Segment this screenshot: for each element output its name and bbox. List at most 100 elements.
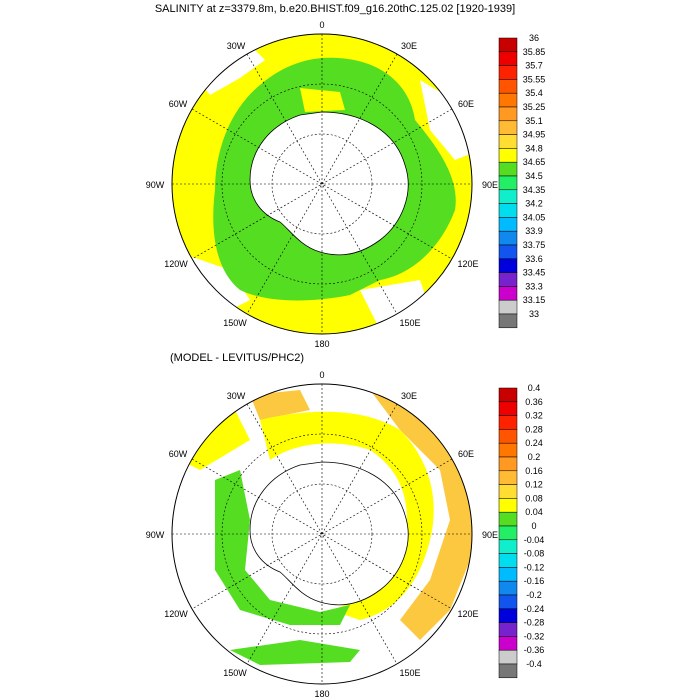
colorbar-label: 34.65 [523, 157, 546, 167]
colorbar-label: 0.04 [525, 507, 543, 517]
colorbar-swatch [498, 217, 518, 232]
colorbar-swatch [498, 230, 518, 246]
colorbar-label: -0.08 [524, 549, 545, 559]
colorbar-swatch [498, 470, 518, 485]
colorbar-swatch [498, 92, 518, 108]
bottom-lon-90e: 90E [482, 530, 498, 540]
colorbar-label: -0.32 [524, 631, 545, 641]
colorbar-label: -0.2 [526, 590, 542, 600]
colorbar-swatch [498, 244, 518, 260]
bottom-lon-0: 0 [319, 370, 324, 380]
colorbar-label: -0.12 [524, 562, 545, 572]
colorbar-swatch [498, 580, 518, 596]
top-lon-60w: 60W [169, 99, 188, 109]
colorbar-label: 0.4 [528, 383, 541, 393]
colorbar-swatch [498, 415, 518, 430]
top-lon-90e: 90E [482, 180, 498, 190]
colorbar-swatch [498, 387, 518, 403]
colorbar-label: -0.4 [526, 659, 542, 669]
colorbar-swatch [498, 148, 518, 163]
colorbar-swatch [498, 106, 518, 122]
bottom-panel: (MODEL - LEVITUS/PHC2) 0 [146, 352, 545, 699]
colorbar-swatch [498, 134, 518, 149]
colorbar-label: -0.36 [524, 645, 545, 655]
colorbar-label: 0.12 [525, 480, 543, 490]
top-lon-120w: 120W [164, 259, 188, 269]
colorbar-label: 33.75 [523, 240, 546, 250]
colorbar-label: 33.45 [523, 268, 546, 278]
colorbar-label: 33.3 [525, 281, 543, 291]
colorbar-label: 33.9 [525, 226, 543, 236]
colorbar-label: 0.16 [525, 466, 543, 476]
colorbar-label: 0.2 [528, 452, 541, 462]
bottom-meridians [172, 384, 472, 684]
colorbar-label: 35.7 [525, 61, 543, 71]
top-panel: SALINITY at z=3379.8m, b.e20.BHIST.f09_g… [146, 3, 546, 349]
colorbar-label: 0.28 [525, 424, 543, 434]
top-lon-30w: 30W [227, 41, 246, 51]
colorbar-swatch [498, 299, 518, 315]
colorbar-swatch [498, 272, 518, 287]
colorbar-label: 33.15 [523, 295, 546, 305]
colorbar-swatch [498, 429, 518, 444]
bottom-green-region [215, 470, 350, 625]
bottom-antarctica [249, 461, 409, 606]
top-lon-150e: 150E [399, 318, 420, 328]
bottom-colorbar: 0.4 0.36 0.32 0.28 0.24 0.2 0.16 0.12 0.08 0.04 0 -… [498, 383, 545, 679]
colorbar-swatch [498, 498, 518, 513]
top-meridians [172, 34, 472, 334]
bottom-lon-120w: 120W [164, 609, 188, 619]
colorbar-label: 0 [531, 521, 536, 531]
bottom-lon-60e: 60E [458, 449, 474, 459]
bottom-lon-150w: 150W [223, 668, 247, 678]
top-lon-120e: 120E [457, 259, 478, 269]
colorbar-swatch [498, 553, 518, 568]
top-lon-90w: 90W [146, 180, 165, 190]
top-lon-180: 180 [314, 339, 329, 349]
colorbar-label: 34.35 [523, 185, 546, 195]
colorbar-swatch [498, 525, 518, 541]
colorbar-swatch [498, 567, 518, 582]
bottom-lon-150e: 150E [399, 668, 420, 678]
colorbar-swatch [498, 594, 518, 610]
bottom-lon-120e: 120E [457, 609, 478, 619]
top-yellow-patch [300, 88, 345, 112]
bottom-green-region [230, 640, 360, 665]
colorbar-label: 35.85 [523, 47, 546, 57]
colorbar-swatch [498, 649, 518, 665]
top-colorbar: 36 35.85 35.7 35.55 35.4 35.25 35.1 34.95 34.8 34… [498, 33, 546, 329]
colorbar-label: 34.05 [523, 212, 546, 222]
colorbar-label: 34.5 [525, 171, 543, 181]
bottom-lon-90w: 90W [146, 530, 165, 540]
colorbar-swatch [498, 161, 518, 177]
bottom-lon-30w: 30W [227, 391, 246, 401]
colorbar-label: 33 [529, 309, 539, 319]
bottom-map-border [171, 383, 473, 685]
colorbar-swatch [498, 313, 518, 329]
colorbar-swatch [498, 120, 518, 135]
colorbar-label: 36 [529, 33, 539, 43]
colorbar-label: 0.36 [525, 397, 543, 407]
colorbar-swatch [498, 636, 518, 651]
top-lon-60e: 60E [458, 99, 474, 109]
bottom-orange-region [250, 390, 310, 420]
top-lon-30e: 30E [401, 41, 417, 51]
top-lon-150w: 150W [223, 318, 247, 328]
colorbar-label: -0.24 [524, 604, 545, 614]
colorbar-swatch [498, 484, 518, 499]
colorbar-label: 34.95 [523, 130, 546, 140]
colorbar-swatch [498, 622, 518, 637]
colorbar-label: 35.25 [523, 102, 546, 112]
colorbar-swatch [498, 51, 518, 66]
colorbar-label: -0.28 [524, 618, 545, 628]
colorbar-swatch [498, 456, 518, 472]
bottom-lon-30e: 30E [401, 391, 417, 401]
colorbar-label: 0.32 [525, 411, 543, 421]
colorbar-label: -0.04 [524, 535, 545, 545]
colorbar-swatch [498, 663, 518, 679]
colorbar-label: 33.6 [525, 254, 543, 264]
colorbar-swatch [498, 286, 518, 301]
colorbar-label: 35.55 [523, 74, 546, 84]
colorbar-label: 34.8 [525, 143, 543, 153]
colorbar-swatch [498, 175, 518, 191]
